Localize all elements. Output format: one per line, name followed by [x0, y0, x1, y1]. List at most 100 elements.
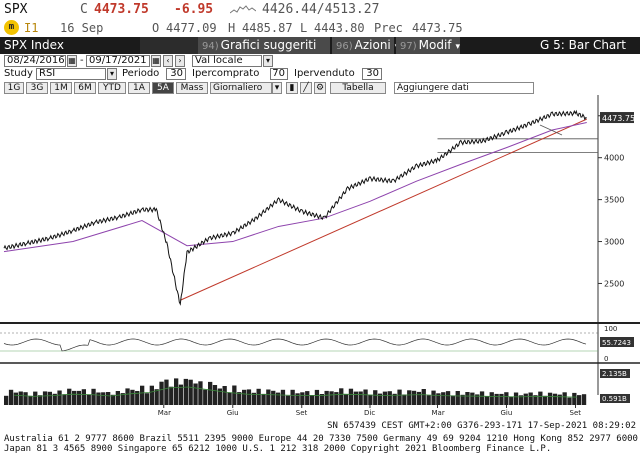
volume-bar — [52, 393, 57, 405]
volume-bar — [300, 392, 305, 405]
volume-bar — [8, 389, 14, 405]
forward-arrow-icon[interactable]: › — [175, 55, 185, 67]
actions-menu[interactable]: 96)Azioni▾ — [332, 37, 399, 54]
date-separator: - — [80, 55, 84, 66]
range-1a-button[interactable]: 1A — [128, 82, 150, 94]
study-select[interactable]: RSI — [36, 68, 106, 80]
x-tick-label: Giu — [501, 409, 513, 415]
volume-bar — [402, 394, 407, 405]
suggested-charts-button[interactable]: 94) Grafici suggeriti — [198, 37, 330, 54]
add-data-field[interactable]: Aggiungere dati — [394, 82, 534, 94]
quote-bar: SPX C 4473.75 -6.95 4426.44/4513.27 — [0, 0, 640, 20]
low-value: 4443.80 — [314, 21, 365, 35]
volume-bar — [523, 393, 528, 405]
range-1g-button[interactable]: 1G — [4, 82, 24, 94]
volume-bar — [387, 391, 392, 405]
volume-bar — [552, 393, 558, 405]
oversold-input[interactable]: 30 — [362, 68, 382, 80]
end-date-field[interactable]: 09/17/2021 — [86, 55, 150, 67]
price-panel-bg — [0, 95, 640, 323]
volume-bar — [106, 392, 111, 405]
volume-bar — [159, 381, 164, 405]
volume-bar — [484, 396, 490, 405]
volume-bar — [436, 393, 441, 405]
currency-select[interactable]: Val locale — [192, 55, 262, 67]
rsi-tick-0: 0 — [604, 355, 608, 363]
sparkline-icon — [230, 5, 256, 14]
range-ytd-button[interactable]: YTD — [98, 82, 126, 94]
volume-bar — [339, 388, 344, 405]
calendar-icon[interactable]: ▦ — [151, 55, 161, 67]
range-1m-button[interactable]: 1M — [50, 82, 72, 94]
back-arrow-icon[interactable]: ‹ — [163, 55, 173, 67]
chevron-down-icon[interactable]: ▾ — [107, 68, 117, 80]
volume-bar — [130, 389, 135, 405]
chevron-down-icon[interactable]: ▾ — [263, 55, 273, 67]
volume-bar — [353, 391, 358, 405]
chevron-down-icon[interactable]: ▾ — [272, 82, 282, 94]
volume-bar — [154, 389, 159, 405]
calendar-icon[interactable]: ▦ — [67, 55, 77, 67]
overbought-input[interactable]: 70 — [270, 68, 288, 80]
settings-icon[interactable]: ⚙ — [314, 82, 326, 94]
volume-bar — [96, 392, 101, 405]
volume-bar — [489, 392, 494, 405]
ohlc-bar: m I1 16 Sep O 4477.09 H 4485.87 L 4443.8… — [0, 19, 640, 37]
volume-bar — [465, 392, 470, 405]
frequency-select[interactable]: Giornaliero — [210, 82, 272, 94]
volume-bar — [348, 388, 354, 405]
volume-bar — [295, 393, 300, 405]
volume-bar — [275, 392, 281, 405]
range-max-button[interactable]: Mass — [176, 82, 208, 94]
volume-bar — [135, 391, 140, 405]
volume-bar — [421, 389, 426, 405]
volume-bar — [407, 390, 412, 405]
volume-bar — [305, 391, 310, 405]
contacts-line-1: Australia 61 2 9777 8600 Brazil 5511 239… — [4, 434, 638, 444]
volume-bar — [144, 393, 150, 405]
volume-bar — [475, 394, 480, 405]
range-6m-button[interactable]: 6M — [74, 82, 96, 94]
volume-bar — [382, 391, 388, 405]
actions-label: Azioni — [354, 38, 391, 52]
volume-bar — [91, 388, 96, 405]
ticker-symbol: SPX — [4, 2, 28, 17]
open-value: 4477.09 — [166, 21, 217, 35]
volume-bar — [23, 392, 28, 405]
volume-bar — [227, 392, 232, 405]
low-label: L — [300, 21, 308, 35]
range-3g-button[interactable]: 3G — [26, 82, 48, 94]
volume-bar — [358, 391, 363, 405]
volume-bar — [18, 391, 23, 405]
price-line — [3, 109, 587, 306]
range-bar: 1G 3G 1M 6M YTD 1A 5A Mass Giornaliero ▾… — [0, 81, 640, 95]
volume-bar — [271, 390, 276, 405]
contacts-line-2: Japan 81 3 4565 8900 Singapore 65 6212 1… — [4, 444, 552, 454]
volume-bar — [76, 390, 82, 405]
price-change: -6.95 — [174, 2, 214, 17]
edit-menu[interactable]: 97) Modif ▾ — [396, 37, 460, 54]
volume-bar — [431, 390, 436, 405]
start-date-field[interactable]: 08/24/2016 — [4, 55, 66, 67]
suggested-charts-label: Grafici suggeriti — [220, 38, 317, 52]
line-chart-icon[interactable]: ╱ — [300, 82, 312, 94]
volume-bar — [562, 392, 567, 405]
candles-icon[interactable]: ▮ — [286, 82, 298, 94]
open-label: O — [152, 21, 160, 35]
high-value: 4485.87 — [242, 21, 293, 35]
volume-bar — [557, 394, 562, 405]
period-input[interactable]: 30 — [166, 68, 186, 80]
chevron-down-icon: ▾ — [455, 42, 461, 52]
price-chart[interactable]: 450040003500300025004473.75 100055.7243 … — [0, 95, 640, 415]
volume-bar — [533, 395, 538, 405]
range-5a-button[interactable]: 5A — [152, 82, 174, 94]
table-button[interactable]: Tabella — [330, 82, 386, 94]
volume-bar — [193, 383, 198, 405]
volume-bar — [198, 381, 203, 405]
last-price-tag — [600, 112, 634, 124]
volume-bar — [178, 384, 184, 405]
security-name[interactable]: SPX Index — [4, 38, 64, 52]
volume-bar — [246, 389, 252, 405]
overbought-label: Ipercomprato — [192, 68, 260, 79]
volume-bar — [290, 389, 295, 405]
